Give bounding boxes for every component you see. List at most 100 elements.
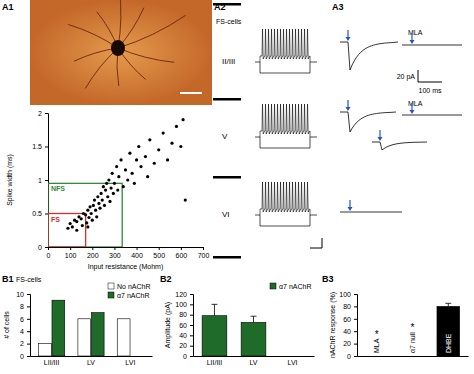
tick-mark [27,319,30,320]
dendrite [118,15,186,48]
photo [30,0,212,105]
tick-label: 700 [198,252,210,259]
panel-label: B3 [322,274,334,284]
bar [241,322,266,356]
tick: 40 [343,328,357,335]
point [94,209,97,212]
tick-label: 8 [20,303,24,310]
tick-mark [181,247,182,250]
plot-area [39,300,130,356]
error-bar [251,316,257,322]
point [95,215,98,218]
tick-label: 2 [20,340,24,347]
tick-mark [45,113,48,114]
point [84,213,87,216]
tick-label: LVI [125,359,135,366]
current-trace [372,142,427,150]
panel-label: A1 [2,2,14,12]
axis: 00.511.52 [32,110,48,251]
point [179,145,182,148]
bar [280,356,305,357]
axis-title: Amplitude (pA) [164,302,172,348]
tick: 100 [175,301,193,308]
category-label: MLA [373,338,380,353]
tick: 1.5 [32,143,48,150]
bar [117,319,130,356]
tick: 500 [153,247,165,259]
current-trace [340,42,398,70]
point [75,229,78,232]
tick: 20 [179,342,193,349]
tick: 1 [38,177,48,184]
tick: 20 [343,340,357,347]
axis-line [27,295,31,357]
point [71,225,74,228]
point [66,227,69,230]
axis-line [354,295,358,357]
tick-label: 80 [343,303,351,310]
point [86,225,89,228]
tick-mark [45,214,48,215]
bar [39,344,52,356]
tick-label: 20 [179,342,187,349]
arrow-head [346,37,351,41]
bar [131,356,144,357]
voltage-trace [260,182,310,215]
plot-area [202,304,266,356]
panel-label: A3 [332,2,344,12]
point [110,186,113,189]
dendrite [68,24,118,48]
tick-label: 40 [343,328,351,335]
legend-swatch [270,283,276,289]
tick: 6 [20,316,30,323]
tick-label: 20 [343,340,351,347]
separator [213,3,241,6]
tick-label: 0 [347,353,351,360]
legend-swatch [108,292,114,298]
tick-label: 60 [179,322,187,329]
soma [111,40,125,56]
point [86,209,89,212]
bar [78,319,91,356]
point [105,182,108,185]
dendrite [85,48,118,88]
scale-label: 20 pA [397,73,416,81]
legend-swatch [108,283,114,289]
arrow [411,33,412,41]
figure: A1A2A3B1B2B3010020030040050060070000.511… [0,0,474,374]
tick-mark [190,315,193,316]
tick-label: LV [249,359,257,366]
tick: 700 [198,247,210,259]
tick-mark [70,247,71,250]
point [104,188,107,191]
panel-label: B1 [2,274,14,284]
axis [358,356,469,357]
point [137,145,140,148]
arrow-head [410,40,415,44]
legend-label: α7 nAChR [117,292,149,299]
tick: 60 [343,316,357,323]
point [93,199,96,202]
point [100,192,103,195]
point [166,158,169,161]
current-trace [340,212,402,213]
voltage-trace [255,62,317,73]
tick-label: 100 [175,301,187,308]
tick-mark [45,180,48,181]
tick: 0 [183,353,193,360]
current-trace [402,45,462,46]
tick-label: 0 [20,353,24,360]
point [75,220,78,223]
panel-label: B2 [160,274,172,284]
point [148,138,151,141]
tick-mark [45,247,48,248]
axis-title: Input resistance (Mohm) [88,263,163,271]
axis-title: # of cells [3,311,10,339]
voltage-trace [260,104,310,137]
tick-label: 4 [20,328,24,335]
point [144,155,147,158]
point [116,188,119,191]
point [106,195,109,198]
region-label: FS [51,216,60,223]
point [146,175,149,178]
